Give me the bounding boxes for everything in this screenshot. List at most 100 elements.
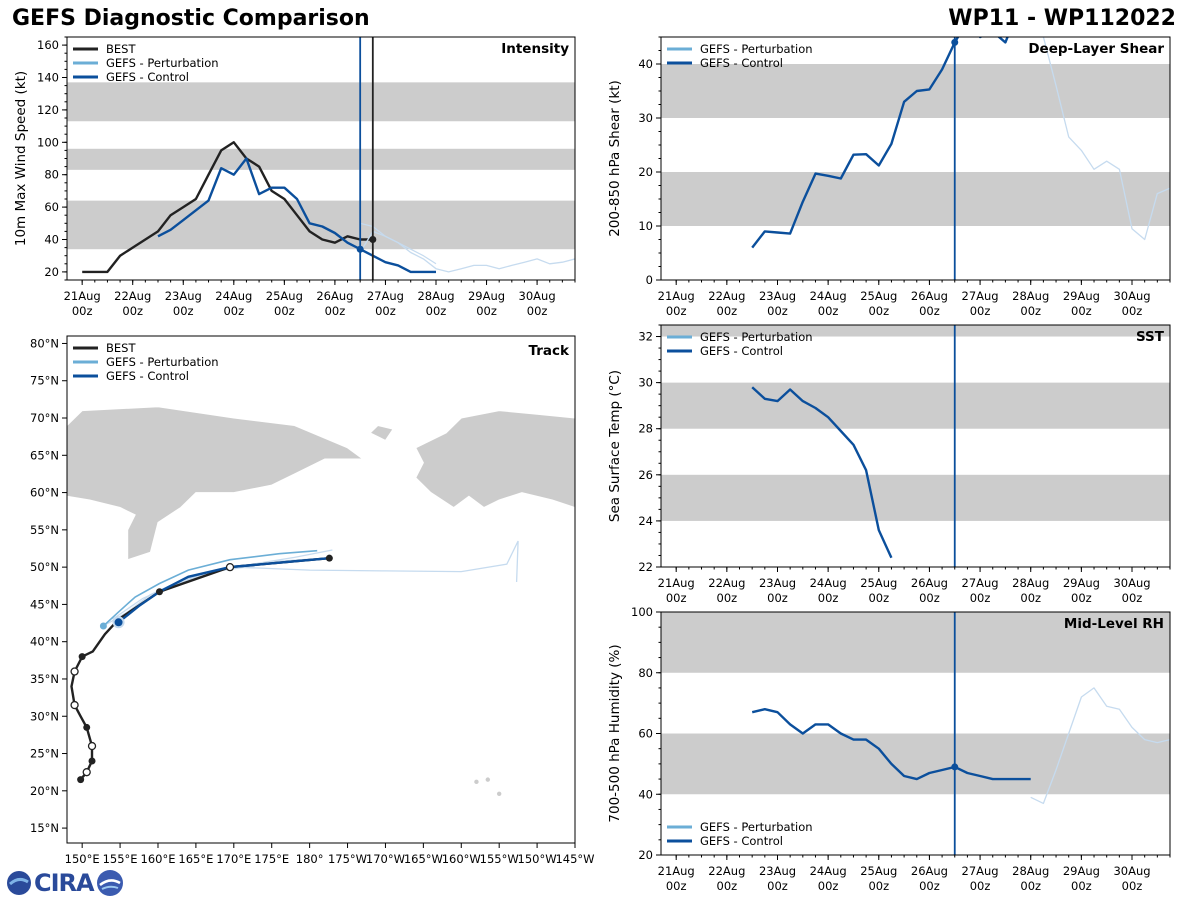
sst-xtick-label: 29Aug bbox=[1063, 576, 1100, 590]
shear-xtick-label: 24Aug bbox=[810, 289, 847, 303]
track-init-perturbation bbox=[99, 622, 107, 630]
track-lat-label: 35°N bbox=[30, 672, 59, 686]
track-ensemble-line bbox=[103, 557, 325, 627]
sst-xtick-label: 00z bbox=[919, 591, 940, 605]
intensity-xtick-label: 28Aug bbox=[417, 289, 454, 303]
track-lon-label: 180° bbox=[296, 852, 324, 866]
storm-id: WP11 - WP112022 bbox=[948, 6, 1176, 31]
track-lon-label: 170°W bbox=[366, 852, 405, 866]
shear-xtick-label: 00z bbox=[868, 304, 889, 318]
intensity-series-best bbox=[82, 141, 373, 274]
rh-xtick-label: 00z bbox=[818, 879, 839, 893]
shear-xtick-label: 27Aug bbox=[962, 289, 999, 303]
intensity-xtick-label: 00z bbox=[325, 304, 346, 318]
intensity-ytick-label: 120 bbox=[37, 103, 59, 117]
rh-legend-label: GEFS - Perturbation bbox=[700, 820, 813, 834]
sst-ytick-label: 30 bbox=[638, 376, 653, 390]
intensity-xtick-label: 00z bbox=[375, 304, 396, 318]
shear-ytick-label: 10 bbox=[638, 219, 653, 233]
agency-seal-icon bbox=[96, 870, 123, 896]
sst-ytick-label: 22 bbox=[638, 560, 653, 574]
shear-series-gefs-perturbation bbox=[1042, 37, 1170, 241]
best-track-point-hollow bbox=[87, 741, 97, 751]
intensity-xtick-label: 29Aug bbox=[468, 289, 505, 303]
intensity-xtick-label: 00z bbox=[527, 304, 548, 318]
intensity-legend-label: GEFS - Control bbox=[106, 70, 189, 84]
intensity-legend-label: BEST bbox=[106, 42, 136, 56]
shear-ytick-label: 20 bbox=[638, 165, 653, 179]
intensity-xtick-label: 00z bbox=[72, 304, 93, 318]
sst-xtick-label: 00z bbox=[868, 591, 889, 605]
rh-xtick-label: 00z bbox=[666, 879, 687, 893]
intensity-ytick-label: 40 bbox=[44, 233, 59, 247]
rh-xtick-label: 00z bbox=[868, 879, 889, 893]
shear-control-marker bbox=[951, 38, 959, 46]
sst-band bbox=[661, 474, 1170, 521]
island bbox=[474, 779, 479, 785]
track-lat-label: 40°N bbox=[30, 635, 59, 649]
sst-frame bbox=[660, 324, 1171, 568]
track-legend-label: GEFS - Control bbox=[106, 369, 189, 383]
best-track-point bbox=[156, 588, 164, 596]
shear-xtick-label: 00z bbox=[818, 304, 839, 318]
sst-xtick-label: 25Aug bbox=[860, 576, 897, 590]
sst-band bbox=[661, 325, 1170, 337]
track-lon-label: 175°W bbox=[328, 852, 367, 866]
rh-series-gefs-perturbation bbox=[1030, 687, 1170, 805]
shear-ytick-label: 40 bbox=[638, 57, 653, 71]
track-lat-label: 50°N bbox=[30, 560, 59, 574]
shear-xtick-label: 00z bbox=[1071, 304, 1092, 318]
intensity-xtick-label: 26Aug bbox=[316, 289, 353, 303]
cira-logo: CIRA bbox=[6, 868, 124, 898]
intensity-control-marker bbox=[356, 245, 364, 253]
rh-xtick-label: 21Aug bbox=[658, 864, 695, 878]
sst-panel: 22242628303221Aug00z22Aug00z23Aug00z24Au… bbox=[607, 324, 1171, 605]
track-panel: 15°N 20°N 25°N 30°N 35°N 40°N 45°N 50°N 55°N 60°N… bbox=[30, 335, 595, 866]
intensity-band bbox=[67, 82, 575, 122]
intensity-xtick-label: 24Aug bbox=[215, 289, 252, 303]
shear-xtick-label: 26Aug bbox=[911, 289, 948, 303]
rh-series-gefs-control bbox=[751, 708, 1031, 781]
land-mass bbox=[415, 410, 575, 509]
intensity-ytick-label: 140 bbox=[37, 71, 59, 85]
sst-xtick-label: 26Aug bbox=[911, 576, 948, 590]
intensity-legend-label: GEFS - Perturbation bbox=[106, 56, 219, 70]
rh-ytick-label: 80 bbox=[638, 666, 653, 680]
track-series-gefs-perturbation bbox=[102, 549, 318, 627]
shear-xtick-label: 29Aug bbox=[1063, 289, 1100, 303]
rh-xtick-label: 00z bbox=[1020, 879, 1041, 893]
rh-xtick-label: 27Aug bbox=[962, 864, 999, 878]
sst-legend-label: GEFS - Perturbation bbox=[700, 330, 813, 344]
shear-xtick-label: 00z bbox=[1020, 304, 1041, 318]
intensity-plot-area bbox=[67, 37, 575, 280]
rh-ytick-label: 100 bbox=[631, 605, 653, 619]
track-series-gefs-control bbox=[117, 557, 330, 624]
track-lon-label: 155°W bbox=[480, 852, 519, 866]
shear-xtick-label: 00z bbox=[1122, 304, 1143, 318]
rh-band bbox=[661, 612, 1170, 673]
intensity-xtick-label: 00z bbox=[426, 304, 447, 318]
sst-ytick-label: 24 bbox=[638, 514, 653, 528]
rh-ytick-label: 20 bbox=[638, 848, 653, 862]
track-lat-label: 80°N bbox=[30, 336, 59, 350]
track-lat-label: 75°N bbox=[30, 374, 59, 388]
track-lon-label: 165°E bbox=[178, 852, 213, 866]
shear-xtick-label: 00z bbox=[666, 304, 687, 318]
track-lat-label: 55°N bbox=[30, 523, 59, 537]
rh-xtick-label: 29Aug bbox=[1063, 864, 1100, 878]
intensity-xtick-label: 23Aug bbox=[165, 289, 202, 303]
best-track-point-hollow bbox=[70, 700, 79, 710]
rh-xtick-label: 26Aug bbox=[911, 864, 948, 878]
shear-ytick-label: 30 bbox=[638, 111, 653, 125]
sst-band bbox=[661, 382, 1170, 429]
track-lat-label: 30°N bbox=[30, 709, 59, 723]
sst-xtick-label: 22Aug bbox=[708, 576, 745, 590]
best-track-point bbox=[83, 723, 91, 731]
track-lat-label: 45°N bbox=[30, 597, 59, 611]
rh-control-marker bbox=[951, 763, 959, 771]
track-series-best bbox=[70, 557, 330, 781]
track-lat-label: 15°N bbox=[30, 821, 59, 835]
sst-xtick-label: 00z bbox=[767, 591, 788, 605]
intensity-xtick-label: 00z bbox=[223, 304, 244, 318]
